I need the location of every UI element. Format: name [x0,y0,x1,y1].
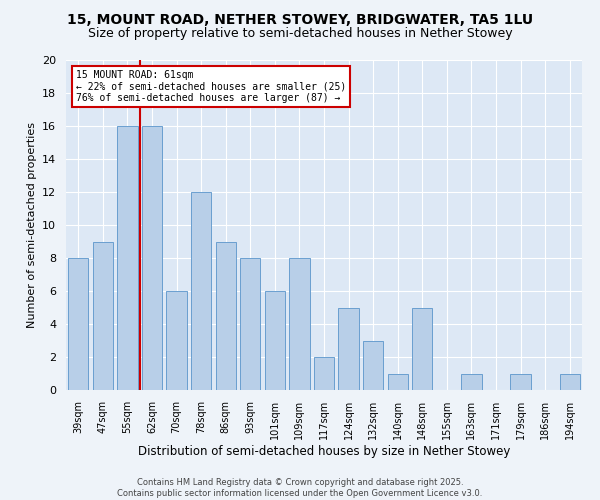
Bar [388,374,408,390]
Bar [265,291,285,390]
Y-axis label: Number of semi-detached properties: Number of semi-detached properties [26,122,37,328]
Bar [240,258,260,390]
Bar [68,258,88,390]
Bar [118,126,137,390]
Text: 15 MOUNT ROAD: 61sqm
← 22% of semi-detached houses are smaller (25)
76% of semi-: 15 MOUNT ROAD: 61sqm ← 22% of semi-detac… [76,70,347,103]
Bar [166,291,187,390]
Bar [511,374,530,390]
Bar [191,192,211,390]
Bar [314,357,334,390]
Bar [363,340,383,390]
Bar [412,308,433,390]
Text: Size of property relative to semi-detached houses in Nether Stowey: Size of property relative to semi-detach… [88,28,512,40]
Bar [560,374,580,390]
X-axis label: Distribution of semi-detached houses by size in Nether Stowey: Distribution of semi-detached houses by … [138,444,510,458]
Text: Contains HM Land Registry data © Crown copyright and database right 2025.
Contai: Contains HM Land Registry data © Crown c… [118,478,482,498]
Text: 15, MOUNT ROAD, NETHER STOWEY, BRIDGWATER, TA5 1LU: 15, MOUNT ROAD, NETHER STOWEY, BRIDGWATE… [67,12,533,26]
Bar [93,242,113,390]
Bar [338,308,359,390]
Bar [142,126,162,390]
Bar [289,258,310,390]
Bar [215,242,236,390]
Bar [461,374,482,390]
